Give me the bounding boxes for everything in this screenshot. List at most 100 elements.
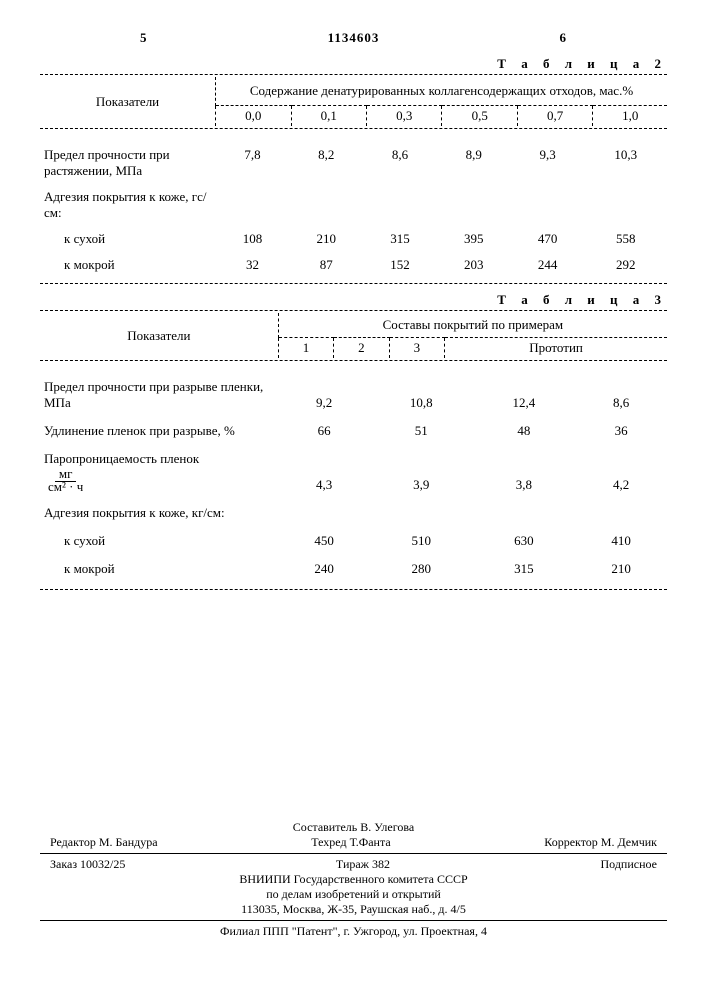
table-cell — [584, 187, 667, 223]
table-cell: 4,3 — [278, 449, 370, 495]
table-cell: 10,3 — [584, 145, 667, 181]
editor: Редактор М. Бандура — [50, 835, 158, 850]
table-cell — [289, 187, 363, 223]
table-cell: 510 — [370, 531, 473, 551]
table-cell: 395 — [437, 229, 511, 249]
table-cell — [370, 503, 473, 523]
table-cell: 210 — [575, 559, 667, 579]
table-row-label: к сухой — [40, 229, 216, 249]
table-cell: 203 — [437, 255, 511, 275]
table3-label: Т а б л и ц а 3 — [40, 292, 667, 308]
table3: Показатели Составы покрытий по примерам … — [40, 313, 667, 358]
table2: Показатели Содержание денатурированных к… — [40, 77, 667, 126]
table-row-label: Адгезия покрытия к коже, гс/см: — [40, 187, 216, 223]
table-cell: 87 — [289, 255, 363, 275]
table-cell: 240 — [278, 559, 370, 579]
table-row-label: к мокрой — [40, 255, 216, 275]
table-cell: 315 — [473, 559, 576, 579]
t3-c3: Прототип — [445, 338, 667, 359]
table-cell — [473, 503, 576, 523]
table-cell: 210 — [289, 229, 363, 249]
addr1: 113035, Москва, Ж-35, Раушская наб., д. … — [40, 902, 667, 917]
org1: ВНИИПИ Государственного комитета СССР — [40, 872, 667, 887]
table-cell: 8,6 — [575, 377, 667, 413]
table-cell — [437, 187, 511, 223]
table-cell: 36 — [575, 421, 667, 441]
table-row-label: к сухой — [40, 531, 278, 551]
page-header: 5 1134603 6 — [40, 30, 667, 46]
table-cell: 12,4 — [473, 377, 576, 413]
t2-c4: 0,7 — [517, 106, 592, 127]
t2-c5: 1,0 — [593, 106, 667, 127]
table-cell: 630 — [473, 531, 576, 551]
t3-c1: 2 — [334, 338, 389, 359]
table-cell — [216, 187, 290, 223]
t3-c0: 1 — [278, 338, 333, 359]
table-row-label: к мокрой — [40, 559, 278, 579]
divider — [40, 310, 667, 311]
table-row-label: Удлинение пленок при разрыве, % — [40, 421, 278, 441]
table-row-label: Паропроницаемость пленокмгсм² · ч — [40, 449, 278, 495]
divider — [40, 128, 667, 129]
table-cell: 8,6 — [363, 145, 437, 181]
t2-c3: 0,5 — [442, 106, 517, 127]
table-cell: 9,3 — [511, 145, 585, 181]
table-cell: 51 — [370, 421, 473, 441]
table2-body: Предел прочности при растяжении, МПа7,88… — [40, 131, 667, 281]
divider — [40, 853, 667, 854]
footer: Составитель В. Улегова Редактор М. Банду… — [40, 820, 667, 939]
table-cell: 48 — [473, 421, 576, 441]
table-cell: 4,2 — [575, 449, 667, 495]
podpis: Подписное — [601, 857, 658, 872]
table-cell: 3,9 — [370, 449, 473, 495]
table-cell: 8,9 — [437, 145, 511, 181]
order: Заказ 10032/25 — [50, 857, 125, 872]
table-cell: 558 — [584, 229, 667, 249]
table-cell: 7,8 — [216, 145, 290, 181]
org2: по делам изобретений и открытий — [40, 887, 667, 902]
divider — [40, 360, 667, 361]
table-cell — [363, 187, 437, 223]
table-cell: 3,8 — [473, 449, 576, 495]
table-cell: 450 — [278, 531, 370, 551]
tirazh: Тираж 382 — [336, 857, 390, 872]
t2-c2: 0,3 — [366, 106, 441, 127]
page-num-left: 5 — [140, 30, 148, 46]
table-cell: 9,2 — [278, 377, 370, 413]
doc-number: 1134603 — [328, 30, 380, 45]
t3-c2: 3 — [389, 338, 444, 359]
t2-col-header: Показатели — [40, 77, 216, 126]
page-num-right: 6 — [560, 30, 568, 46]
branch: Филиал ППП "Патент", г. Ужгород, ул. Про… — [40, 924, 667, 939]
divider — [40, 283, 667, 284]
table-cell: 8,2 — [289, 145, 363, 181]
table3-body: Предел прочности при разрыве пленки, МПа… — [40, 363, 667, 587]
table2-label: Т а б л и ц а 2 — [40, 56, 667, 72]
table-cell: 244 — [511, 255, 585, 275]
table-cell: 280 — [370, 559, 473, 579]
t2-span-header: Содержание денатурированных коллагенсоде… — [216, 77, 667, 106]
corrector: Корректор М. Демчик — [544, 835, 657, 850]
table-row-label: Предел прочности при растяжении, МПа — [40, 145, 216, 181]
table-cell: 470 — [511, 229, 585, 249]
techred: Техред Т.Фанта — [311, 835, 390, 850]
t3-span-header: Составы покрытий по примерам — [278, 313, 667, 338]
divider — [40, 920, 667, 921]
table-cell: 108 — [216, 229, 290, 249]
table-row-label: Адгезия покрытия к коже, кг/см: — [40, 503, 278, 523]
compiler: Составитель В. Улегова — [40, 820, 667, 835]
divider — [40, 74, 667, 75]
table-cell: 10,8 — [370, 377, 473, 413]
table-cell: 152 — [363, 255, 437, 275]
table-cell: 315 — [363, 229, 437, 249]
table-cell — [278, 503, 370, 523]
table-cell: 32 — [216, 255, 290, 275]
table-cell: 410 — [575, 531, 667, 551]
divider — [40, 589, 667, 590]
t2-c0: 0,0 — [216, 106, 291, 127]
table-cell: 292 — [584, 255, 667, 275]
table-cell — [511, 187, 585, 223]
t2-c1: 0,1 — [291, 106, 366, 127]
table-cell — [575, 503, 667, 523]
table-cell: 66 — [278, 421, 370, 441]
